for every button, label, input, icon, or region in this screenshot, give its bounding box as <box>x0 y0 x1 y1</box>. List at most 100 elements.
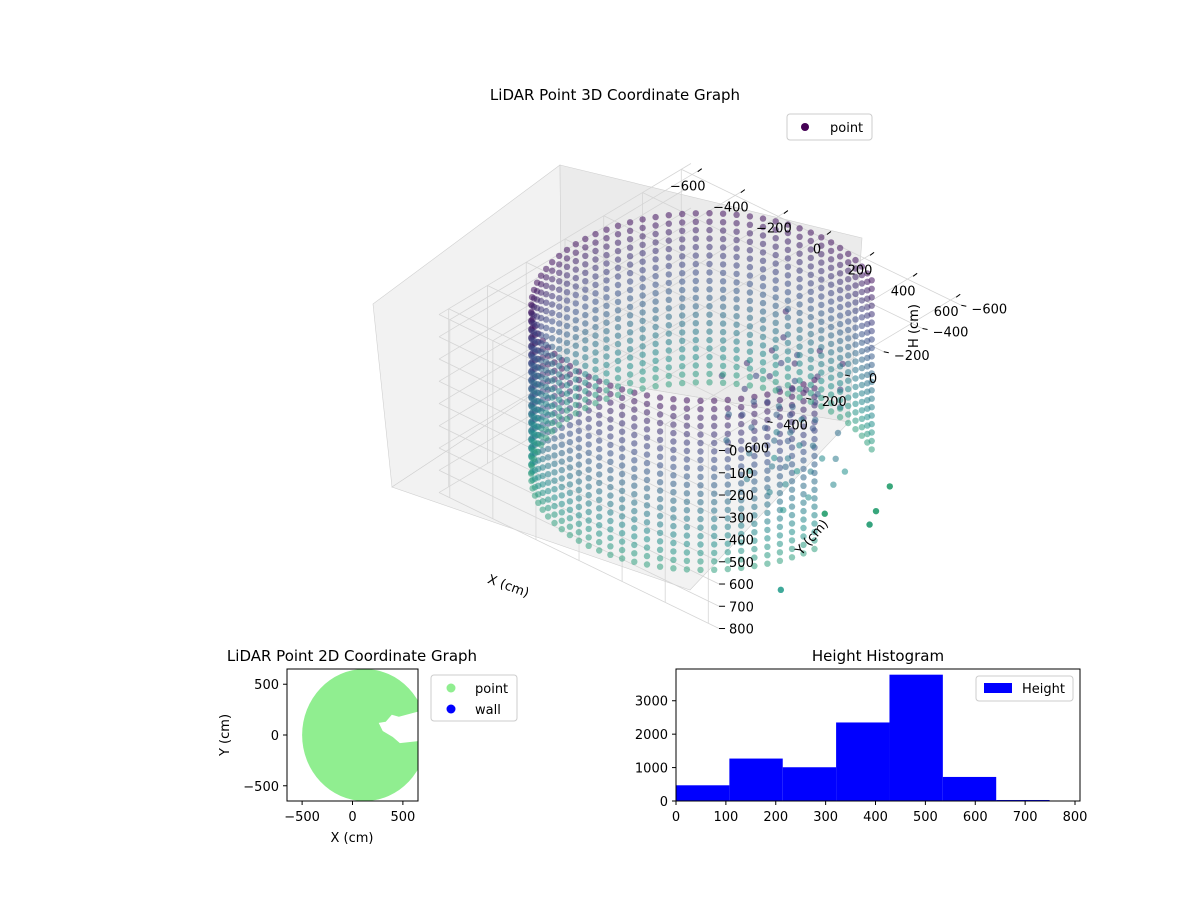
point-3d <box>692 218 699 225</box>
point-3d <box>582 252 589 260</box>
point-3d <box>679 236 686 243</box>
point-3d <box>706 243 713 251</box>
point-3d <box>764 526 771 534</box>
point-3d <box>836 396 844 404</box>
z-tick-label-3d: 500 <box>729 556 754 571</box>
point-3d <box>683 523 691 531</box>
point-3d <box>556 295 563 302</box>
point-3d <box>585 415 592 423</box>
point-3d <box>807 364 814 372</box>
point-3d <box>603 260 610 267</box>
point-3d <box>631 457 638 464</box>
point-3d <box>679 295 686 302</box>
point-3d <box>733 236 740 244</box>
point-3d <box>845 250 852 258</box>
point-3d <box>639 275 646 282</box>
point-3d <box>697 431 704 438</box>
point-3d <box>626 320 634 327</box>
point-3d <box>626 354 634 361</box>
point-3d <box>575 469 583 477</box>
point-3d <box>665 313 672 320</box>
point-3d <box>788 537 796 544</box>
point-3d <box>719 337 727 344</box>
point-3d <box>827 357 835 364</box>
point-3d <box>665 229 672 236</box>
point-3d <box>683 414 691 421</box>
point-3d <box>652 357 659 364</box>
point-3d <box>652 247 659 255</box>
point-3d <box>776 456 784 463</box>
point-3d <box>596 496 603 503</box>
point-3d <box>852 324 859 331</box>
point-3d <box>639 250 646 257</box>
point-3d <box>585 525 592 533</box>
point-3d <box>572 300 579 307</box>
point-3d <box>733 372 740 379</box>
point-3d <box>858 407 866 414</box>
point-3d <box>845 360 852 367</box>
point-3d <box>784 297 792 304</box>
point-3d <box>543 400 550 408</box>
point-3d <box>551 435 558 442</box>
point-3d <box>796 233 803 240</box>
point-3d <box>733 313 740 320</box>
point-3d <box>607 467 614 474</box>
point-cloud-2d <box>302 669 418 801</box>
point-3d <box>784 373 792 380</box>
point-3d <box>764 408 771 415</box>
point-3d <box>764 450 771 457</box>
point-3d <box>759 350 767 357</box>
legend-2d-label-point: point <box>475 682 508 697</box>
z-tick-label-3d: 300 <box>729 511 754 526</box>
point-3d <box>631 482 638 489</box>
point-3d <box>563 398 571 406</box>
point-3d <box>738 564 745 572</box>
point-3d <box>639 233 646 240</box>
point-3d <box>759 291 767 298</box>
x-tick-label-histogram: 100 <box>713 810 738 825</box>
point-3d <box>818 242 825 249</box>
point-3d <box>537 297 545 305</box>
point-3d <box>670 514 677 521</box>
point-3d <box>868 378 875 385</box>
point-3d <box>845 377 852 384</box>
point-3d <box>827 349 835 356</box>
point-3d <box>776 422 784 429</box>
point-3d <box>572 351 579 358</box>
point-3d <box>751 495 758 502</box>
point-3d <box>858 398 866 406</box>
point-3d <box>800 533 807 540</box>
point-3d <box>643 468 651 475</box>
point-3d <box>556 421 563 429</box>
point-3d <box>603 268 610 276</box>
point-3d <box>784 305 792 313</box>
point-3d <box>827 306 835 314</box>
x-tick-label-histogram: 200 <box>763 810 788 825</box>
point-3d <box>656 428 664 435</box>
point-3d <box>772 268 779 276</box>
point-3d <box>759 384 767 391</box>
point-3d <box>618 411 626 418</box>
point-3d <box>724 506 731 514</box>
point-3d <box>683 422 691 429</box>
point-3d <box>539 489 546 496</box>
point-3d <box>868 353 875 360</box>
point-3d <box>800 499 807 506</box>
point-3d <box>614 391 622 399</box>
point-3d <box>643 527 651 534</box>
point-3d <box>759 215 767 222</box>
outlier-point-3d <box>866 521 873 528</box>
point-3d <box>739 411 746 418</box>
point-3d <box>759 333 767 341</box>
point-3d <box>607 492 614 499</box>
point-3d <box>592 281 599 288</box>
point-3d <box>858 288 866 296</box>
grid-left-h <box>438 163 692 315</box>
point-3d <box>603 319 610 326</box>
point-3d <box>738 463 745 470</box>
point-3d <box>575 427 583 434</box>
point-3d <box>556 303 563 310</box>
point-3d <box>697 524 704 531</box>
point-3d <box>776 498 784 505</box>
point-3d <box>692 336 699 344</box>
